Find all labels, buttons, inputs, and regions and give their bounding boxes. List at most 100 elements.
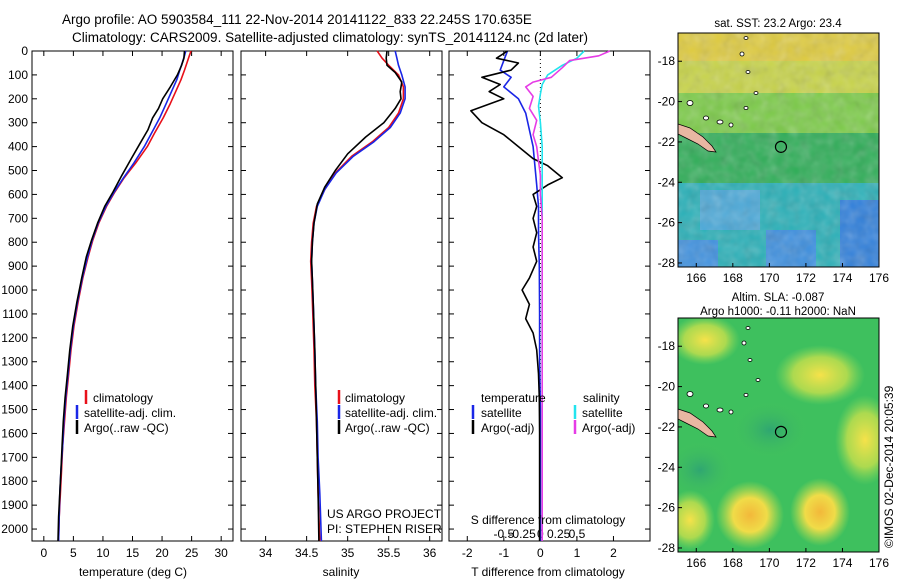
y-tick-label: 600 [8,187,28,201]
map-x-tick-label: 176 [869,271,889,285]
x-tick-label: 35 [341,546,355,560]
sst-island [728,122,734,128]
imos-timestamp: ©IMOS 02-Dec-2014 20:05:39 [882,385,896,548]
sst-island [739,51,745,57]
sla-map-frame [677,317,880,553]
x-tick-label: 10 [96,546,110,560]
sla-map [678,318,879,552]
map-y-tick-label: -28 [658,256,676,270]
map-y-tick-label: -26 [658,216,676,230]
salinity-profile-argo-line [310,50,403,542]
sst-map-title: sat. SST: 23.2 Argo: 23.4 [714,18,842,30]
sla-islands [686,326,761,415]
map-y-tick-label: -28 [658,541,676,555]
y-tick-label: 1300 [1,355,28,369]
map-y-tick-label: -26 [658,501,676,515]
map-x-tick-label: 176 [869,556,889,570]
y-tick-label: 200 [8,92,28,106]
sla-island [755,378,761,382]
map-y-tick-label: -18 [658,54,676,68]
sst-island [716,119,724,125]
sst-land-new-caledonia [678,123,717,153]
map-x-tick-label: 172 [796,556,816,570]
sla-blob-yellow-n [678,318,740,365]
legend-label-argo: Argo(..raw -QC) [84,421,169,435]
sla-island [728,409,734,415]
difference-panel [448,50,651,542]
y-tick-label: 500 [8,164,28,178]
y-tick-label: 1600 [1,426,28,440]
x-tick-label: 2 [610,546,617,560]
y-tick-label: 1100 [2,307,28,321]
legend-label-t-argo: Argo(-adj) [481,421,534,435]
legend-label-satellite: satellite-adj. clim. [345,406,437,420]
difference-profile-satellite-line [499,50,542,541]
map-y-tick-label: -18 [658,339,676,353]
temperature-xlabel: temperature (deg C) [79,565,187,579]
y-tick-label: 800 [8,235,28,249]
map-x-tick-label: 174 [832,271,852,285]
map-x-tick-label: 174 [832,556,852,570]
map-y-tick-label: -22 [658,420,676,434]
x-tick-label: 34 [259,546,273,560]
sla-map-title-2: Argo h1000: -0.11 h2000: NaN [700,306,856,318]
s-tick-label: -0.5 [493,527,514,541]
s-tick-label: -0.25 [508,527,536,541]
y-tick-label: 1000 [1,283,28,297]
s-tick-label: 0.5 [569,527,586,541]
map-x-tick-label: 166 [686,271,706,285]
y-tick-label: 2000 [1,522,28,536]
sla-island [703,403,709,409]
y-tick-label: 1500 [1,403,28,417]
title-line-1: Argo profile: AO 5903584_111 22-Nov-2014… [62,12,532,27]
legend-label-climatology: climatology [345,391,405,405]
x-tick-label: 35.5 [377,546,401,560]
x-tick-label: 0 [537,546,544,560]
y-tick-label: 1700 [1,450,28,464]
map-x-tick-label: 170 [759,556,779,570]
sst-island [745,70,751,74]
x-tick-label: 25 [185,546,199,560]
temperature-profile-argo-line [57,50,186,542]
legend-label-s-argo: Argo(-adj) [582,421,635,435]
salinity-xlabel: salinity [323,565,360,579]
salinity-profile-climatology-line [309,50,405,542]
x-tick-label: 1 [574,546,581,560]
map-x-tick-label: 166 [686,556,706,570]
sst-island [686,100,694,106]
sla-blob-yellow-ne [775,345,865,405]
salinity-panel [240,50,443,542]
y-tick-label: 400 [8,140,28,154]
sla-island [745,326,751,330]
sla-island [741,340,747,346]
difference-profile-magenta-line [524,50,611,541]
x-tick-label: 15 [126,546,140,560]
difference-xlabel: T difference from climatology [471,565,625,579]
y-tick-label: 1900 [1,498,28,512]
sst-map [678,33,879,267]
sla-blob-green-w [678,440,735,500]
salinity-legend: climatology satellite-adj. clim. Argo(..… [327,390,442,536]
title-line-2: Climatology: CARS2009. Satellite-adjuste… [72,30,588,45]
x-tick-label: 30 [214,546,228,560]
temperature-legend: climatology satellite-adj. clim. Argo(..… [75,390,176,435]
argo-location-marker [774,425,788,438]
sla-island [747,358,753,362]
difference-legend: temperature satellite Argo(-adj) salinit… [471,391,635,435]
sla-map-ticks: 166 168 170 172 174 176 -18 -20 -22 -24 -26 -28 [658,339,890,570]
series-layer [57,50,611,542]
difference-profile-cyan-line [537,50,585,541]
x-tick-label: 20 [155,546,169,560]
y-tick-label: 300 [8,116,28,130]
legend-label-satellite: satellite-adj. clim. [84,406,176,420]
legend-title-temperature: temperature [481,391,546,405]
x-tick-label: 5 [70,546,77,560]
sla-blob-orange-sw [716,481,784,549]
map-x-tick-label: 172 [796,271,816,285]
project-credit: US ARGO PROJECT [327,507,442,521]
x-tick-label: 36 [423,546,437,560]
map-y-tick-label: -22 [658,135,676,149]
sst-islands [686,36,759,128]
axes-layer: 0 5 10 15 20 25 300100200300400500600700800900… [1,44,650,560]
